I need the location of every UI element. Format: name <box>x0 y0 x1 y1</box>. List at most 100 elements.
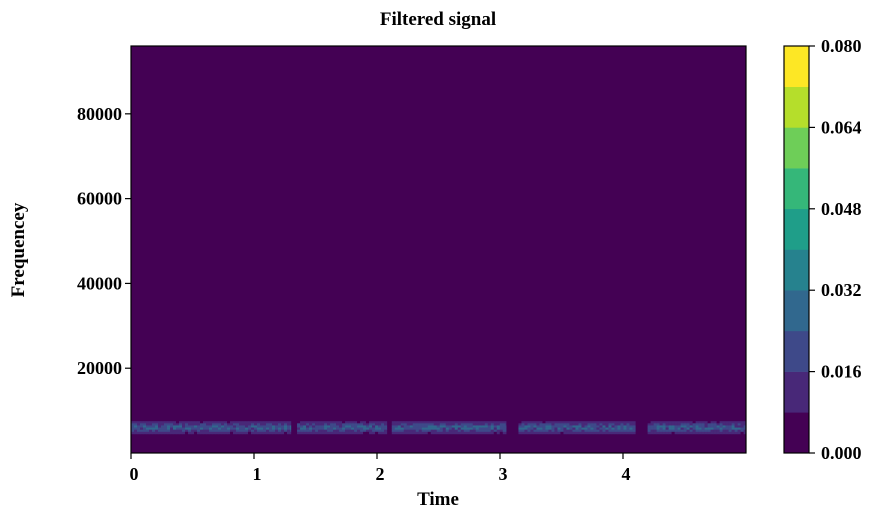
energy-cell <box>415 431 420 435</box>
energy-cell <box>689 423 693 426</box>
energy-cell <box>333 423 337 426</box>
energy-cell <box>626 431 630 435</box>
energy-cell <box>557 429 561 433</box>
energy-segment <box>391 421 507 435</box>
energy-segment <box>647 421 747 435</box>
energy-cell <box>710 423 714 426</box>
energy-cell <box>179 427 183 430</box>
energy-cell <box>203 421 207 424</box>
energy-cell <box>149 429 153 433</box>
energy-cell <box>357 429 361 433</box>
energy-cell <box>448 427 453 430</box>
energy-cell <box>266 427 270 430</box>
energy-cell <box>324 421 328 424</box>
energy-cell <box>176 427 180 430</box>
energy-cell <box>203 429 207 433</box>
energy-cell <box>381 427 385 430</box>
energy-cell <box>698 425 702 428</box>
energy-cell <box>611 421 615 424</box>
energy-cell <box>572 429 576 433</box>
energy-cell <box>629 429 633 433</box>
energy-cell <box>674 427 678 430</box>
energy-cell <box>372 427 376 430</box>
energy-cell <box>427 427 432 430</box>
energy-cell <box>203 425 207 428</box>
energy-cell <box>650 423 654 426</box>
energy-cell <box>360 427 364 430</box>
energy-cell <box>218 423 222 426</box>
energy-cell <box>348 431 352 435</box>
energy-cell <box>578 431 582 435</box>
energy-cell <box>518 431 522 435</box>
energy-cell <box>593 429 597 433</box>
energy-cell <box>704 423 708 426</box>
energy-cell <box>278 425 282 428</box>
energy-cell <box>542 423 546 426</box>
energy-cell <box>566 429 570 433</box>
energy-cell <box>554 421 558 424</box>
energy-cell <box>415 421 420 424</box>
energy-cell <box>445 421 450 424</box>
energy-cell <box>378 429 382 433</box>
energy-cell <box>460 423 465 426</box>
energy-cell <box>176 429 180 433</box>
energy-cell <box>481 423 486 426</box>
energy-cell <box>560 425 564 428</box>
energy-cell <box>173 427 177 430</box>
energy-cell <box>263 431 267 435</box>
energy-cell <box>203 427 207 430</box>
energy-cell <box>375 427 379 430</box>
energy-cell <box>354 429 358 433</box>
energy-cell <box>707 423 711 426</box>
energy-cell <box>339 429 343 433</box>
energy-cell <box>728 425 732 428</box>
energy-cell <box>176 423 180 426</box>
energy-cell <box>551 423 555 426</box>
energy-cell <box>460 425 465 428</box>
energy-cell <box>743 429 747 433</box>
energy-cell <box>345 427 349 430</box>
energy-cell <box>248 429 252 433</box>
energy-cell <box>239 431 243 435</box>
energy-cell <box>369 421 373 424</box>
energy-cell <box>391 425 396 428</box>
energy-cell <box>502 427 507 430</box>
energy-cell <box>421 421 426 424</box>
energy-cell <box>260 429 264 433</box>
energy-cell <box>740 431 744 435</box>
energy-cell <box>677 423 681 426</box>
energy-cell <box>281 431 285 435</box>
energy-cell <box>394 427 399 430</box>
energy-cell <box>496 423 501 426</box>
energy-cell <box>533 427 537 430</box>
energy-cell <box>698 431 702 435</box>
energy-cell <box>209 425 213 428</box>
energy-cell <box>653 421 657 424</box>
energy-cell <box>397 429 402 433</box>
energy-cell <box>433 431 438 435</box>
energy-cell <box>200 431 204 435</box>
energy-cell <box>533 431 537 435</box>
energy-cell <box>560 423 564 426</box>
energy-cell <box>551 429 555 433</box>
energy-cell <box>674 429 678 433</box>
energy-cell <box>716 427 720 430</box>
energy-cell <box>475 429 480 433</box>
energy-cell <box>400 423 405 426</box>
energy-cell <box>143 425 147 428</box>
energy-cell <box>518 421 522 424</box>
energy-cell <box>230 429 234 433</box>
energy-cell <box>360 423 364 426</box>
energy-cell <box>442 421 447 424</box>
energy-cell <box>542 427 546 430</box>
energy-cell <box>430 423 435 426</box>
energy-cell <box>578 427 582 430</box>
energy-cell <box>496 421 501 424</box>
energy-cell <box>584 423 588 426</box>
energy-cell <box>656 423 660 426</box>
energy-cell <box>575 423 579 426</box>
energy-cell <box>312 421 316 424</box>
energy-cell <box>650 431 654 435</box>
energy-cell <box>584 425 588 428</box>
energy-cell <box>530 431 534 435</box>
